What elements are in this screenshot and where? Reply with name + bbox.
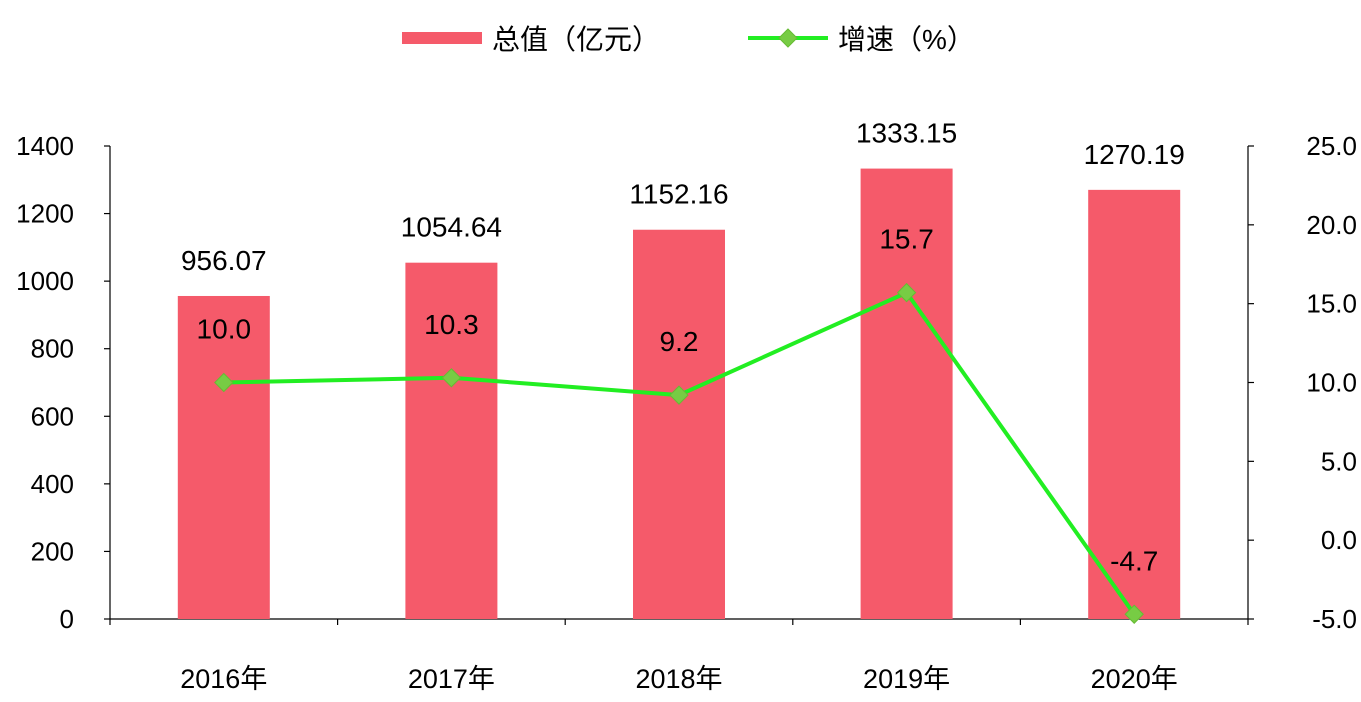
y-left-tick-label: 0 <box>60 604 74 634</box>
bar <box>860 168 953 619</box>
bar <box>405 262 498 619</box>
line-value-label: 10.3 <box>424 309 479 340</box>
x-tick-label: 2016年 <box>180 664 267 694</box>
bar <box>633 229 725 620</box>
y-left-tick-label: 600 <box>31 401 74 431</box>
bar <box>1088 189 1181 619</box>
legend-line-label: 增速（%） <box>838 24 975 55</box>
x-tick-label: 2017年 <box>408 664 495 694</box>
y-left-tick-label: 1400 <box>16 131 74 161</box>
x-tick-label: 2020年 <box>1091 664 1178 694</box>
bar-value-label: 1270.19 <box>1084 139 1185 170</box>
y-left-tick-label: 1200 <box>16 199 74 229</box>
y-right-tick-label: 0.0 <box>1321 525 1357 555</box>
y-right-tick-label: 15.0 <box>1306 289 1357 319</box>
y-right-tick-label: 20.0 <box>1306 210 1357 240</box>
line-marker <box>669 385 689 405</box>
y-left-tick-label: 1000 <box>16 266 74 296</box>
line-value-label: 9.2 <box>660 326 699 357</box>
line-value-label: 10.0 <box>197 314 252 345</box>
y-right-tick-label: 25.0 <box>1306 131 1357 161</box>
bar-value-label: 956.07 <box>181 245 267 276</box>
bar-value-label: 1054.64 <box>401 212 502 243</box>
line-marker <box>1124 604 1144 624</box>
line-value-label: 15.7 <box>879 224 934 255</box>
y-right-tick-label: 5.0 <box>1321 446 1357 476</box>
y-right-tick-label: 10.0 <box>1306 368 1357 398</box>
line-marker <box>896 282 917 303</box>
legend-bar-swatch <box>402 32 482 44</box>
bar <box>177 295 270 619</box>
bar-series <box>177 168 1181 620</box>
y-left-tick-label: 800 <box>31 334 74 364</box>
x-tick-label: 2019年 <box>863 664 950 694</box>
legend-line-marker <box>778 28 798 48</box>
legend: 总值（亿元） 增速（%） <box>402 24 975 55</box>
y-right-tick-label: -5.0 <box>1312 604 1357 634</box>
line-value-label: -4.7 <box>1110 545 1158 576</box>
line-series <box>214 282 1144 624</box>
line-marker <box>441 368 462 388</box>
bar-value-label: 1333.15 <box>856 118 957 149</box>
x-tick-label: 2018年 <box>635 664 722 694</box>
axes: 0 200 400 600 800 1000 1200 1400 -5.0 0.0 5.0 10.0 1… <box>16 131 1357 694</box>
y-left-tick-label: 400 <box>31 469 74 499</box>
line-marker <box>214 372 234 393</box>
bar-value-label: 1152.16 <box>629 179 728 210</box>
data-labels: 956.07 1054.64 1152.16 1333.15 1270.19 10.0 10… <box>181 118 1185 577</box>
legend-bar-label: 总值（亿元） <box>492 24 660 55</box>
y-left-tick-label: 200 <box>31 536 74 566</box>
